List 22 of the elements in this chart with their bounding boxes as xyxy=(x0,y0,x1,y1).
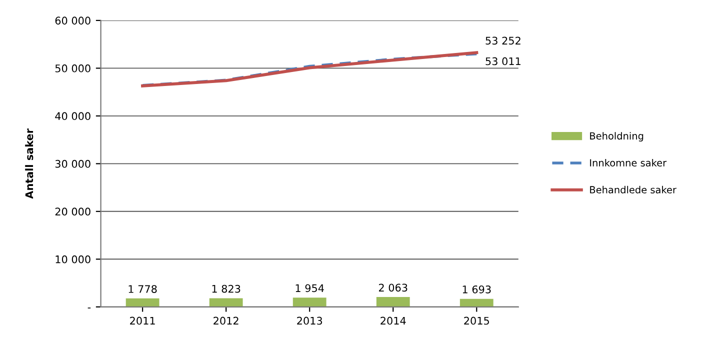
x-tick-label: 2011 xyxy=(130,316,155,325)
y-tick-label: 50 000 xyxy=(55,64,90,72)
legend-label: Innkomne saker xyxy=(590,158,667,166)
y-tick-label: 30 000 xyxy=(55,160,90,168)
x-tick-label: 2014 xyxy=(380,316,406,325)
x-tick-label: 2012 xyxy=(214,316,238,325)
data-label: 53 252 xyxy=(486,36,520,45)
data-label: 1 693 xyxy=(462,285,491,294)
data-label: 1 823 xyxy=(212,284,240,293)
legend-label: Behandlede saker xyxy=(590,186,676,194)
data-label: 2 063 xyxy=(378,284,408,292)
legend-label: Beholdning xyxy=(590,132,644,142)
y-tick-label: 40 000 xyxy=(55,112,90,120)
y-tick-label: 10 000 xyxy=(56,255,90,264)
x-tick-label: 2013 xyxy=(297,316,322,325)
x-tick-label: 2015 xyxy=(464,316,489,325)
y-tick-label: 20 000 xyxy=(55,208,90,216)
data-label: 53 011 xyxy=(486,57,520,66)
y-axis-title: Antall saker xyxy=(25,128,34,199)
data-label: 1 954 xyxy=(296,284,324,292)
y-tick-label: 60 000 xyxy=(55,16,90,25)
data-label: 1 778 xyxy=(128,285,157,293)
